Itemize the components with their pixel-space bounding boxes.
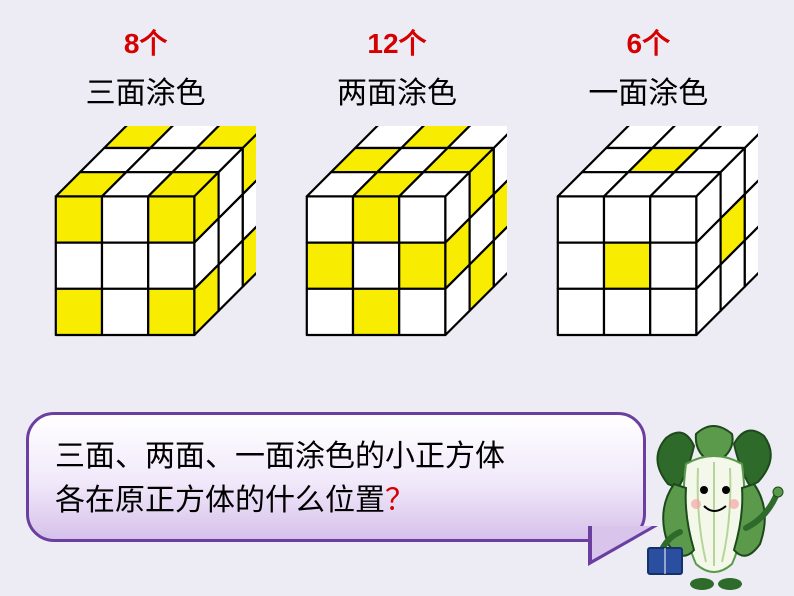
count-corners: 8个 [124, 22, 168, 62]
speech-line1: 三面、两面、一面涂色的小正方体 [55, 440, 505, 473]
cube-faces [538, 126, 758, 346]
col-faces: 6个 一面涂色 [528, 0, 768, 346]
count-faces: 6个 [627, 22, 671, 62]
cube-edges [287, 126, 507, 346]
label-faces: 一面涂色 [588, 68, 708, 112]
speech-line2: 各在原正方体的什么位置 [55, 484, 385, 517]
col-corners: 8个 三面涂色 [26, 0, 266, 346]
speech-bubble: 三面、两面、一面涂色的小正方体 各在原正方体的什么位置？ [26, 412, 646, 542]
col-edges: 12个 两面涂色 [277, 0, 517, 346]
count-edges: 12个 [367, 22, 426, 62]
cabbage-mascot [638, 424, 788, 594]
label-edges: 两面涂色 [337, 68, 457, 112]
cube-corners [36, 126, 256, 346]
speech-qmark: ？ [385, 484, 415, 517]
cubes-row: 8个 三面涂色 12个 两面涂色 6个 一面涂色 [0, 0, 794, 346]
label-corners: 三面涂色 [86, 68, 206, 112]
